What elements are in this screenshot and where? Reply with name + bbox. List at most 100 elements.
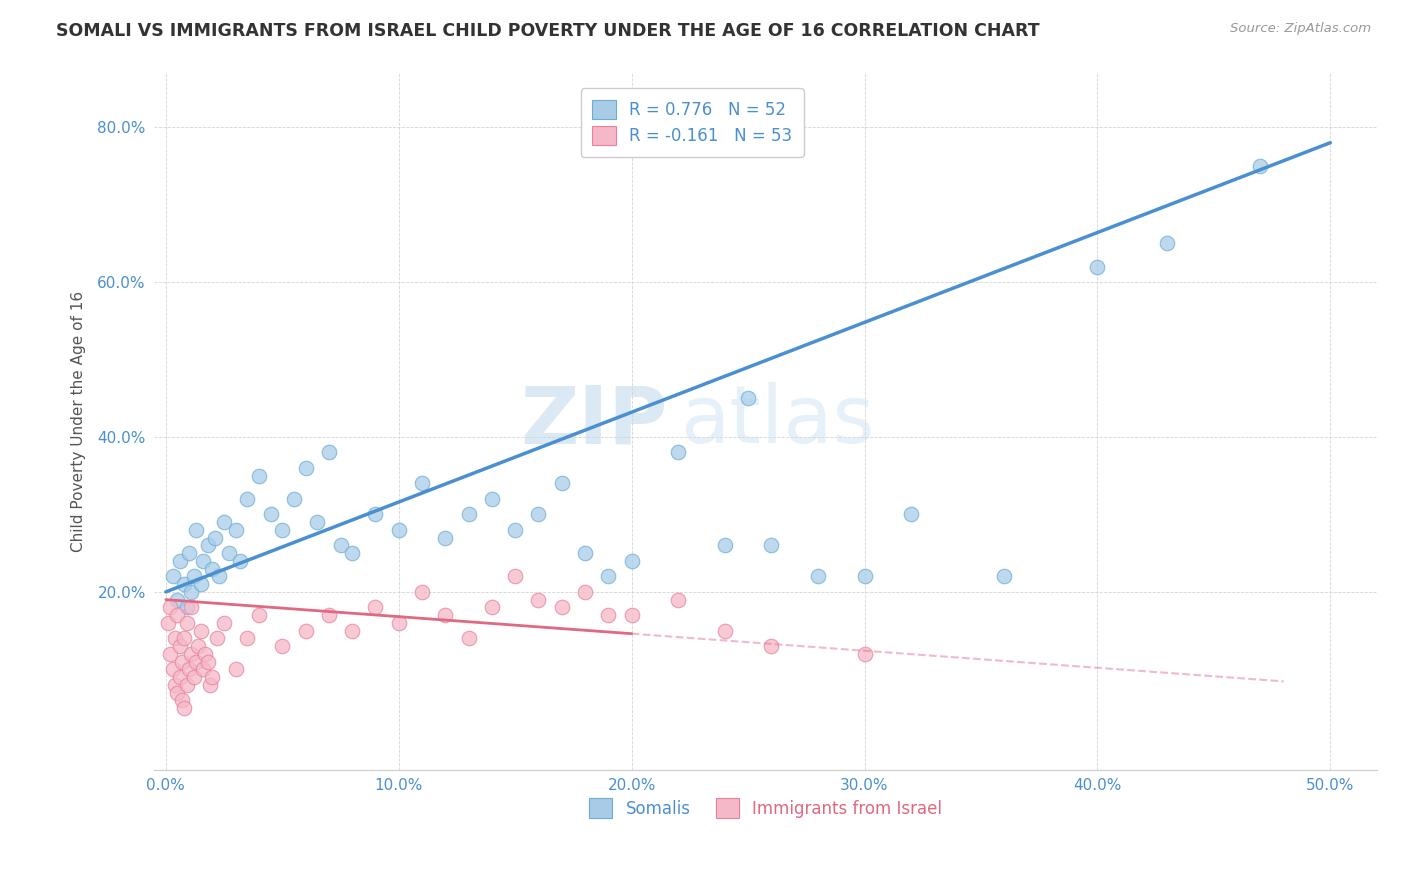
Point [434,608,457,623]
Point [318,608,340,623]
Point [225,523,247,537]
Point [761,639,783,653]
Point [183,569,205,583]
Point [666,445,689,459]
Point [598,569,620,583]
Point [184,523,207,537]
Point [208,569,231,583]
Point [1250,159,1272,173]
Point [166,608,188,623]
Point [737,391,759,405]
Point [283,491,305,506]
Point [853,569,876,583]
Point [197,538,219,552]
Point [162,569,184,583]
Point [364,600,387,615]
Point [201,561,224,575]
Point [157,615,180,630]
Point [172,655,194,669]
Point [176,678,198,692]
Point [179,546,201,560]
Point [1087,260,1109,274]
Point [620,554,643,568]
Point [247,608,270,623]
Point [388,523,411,537]
Text: ZIP: ZIP [520,383,668,460]
Point [190,577,212,591]
Point [225,662,247,676]
Point [807,569,830,583]
Point [271,639,294,653]
Point [236,632,259,646]
Point [191,554,214,568]
Point [165,678,187,692]
Point [503,523,526,537]
Point [159,647,181,661]
Point [481,600,503,615]
Point [187,639,209,653]
Point [176,615,198,630]
Point [180,647,202,661]
Point [340,546,363,560]
Point [307,515,329,529]
Point [900,508,922,522]
Point [176,600,198,615]
Point [527,592,550,607]
Point [411,585,433,599]
Point [169,639,191,653]
Point [259,508,281,522]
Point [853,647,876,661]
Point [993,569,1015,583]
Point [191,662,214,676]
Point [180,585,202,599]
Point [318,445,340,459]
Point [364,508,387,522]
Point [166,592,188,607]
Point [1156,236,1178,251]
Point [184,655,207,669]
Point [172,693,194,707]
Point [761,538,783,552]
Point [551,476,574,491]
Point [340,624,363,638]
Point [551,600,574,615]
Point [236,491,259,506]
Point [574,546,596,560]
Point [162,662,184,676]
Point [714,538,737,552]
Point [457,632,479,646]
Point [598,608,620,623]
Point [294,624,316,638]
Point [247,468,270,483]
Point [201,670,224,684]
Point [166,685,188,699]
Point [165,632,187,646]
Point [229,554,252,568]
Point [481,491,503,506]
Point [169,554,191,568]
Point [212,615,235,630]
Text: SOMALI VS IMMIGRANTS FROM ISRAEL CHILD POVERTY UNDER THE AGE OF 16 CORRELATION C: SOMALI VS IMMIGRANTS FROM ISRAEL CHILD P… [56,22,1040,40]
Point [205,632,228,646]
Point [194,647,217,661]
Point [666,592,689,607]
Point [218,546,240,560]
Point [180,600,202,615]
Y-axis label: Child Poverty Under the Age of 16: Child Poverty Under the Age of 16 [72,291,86,552]
Point [204,531,226,545]
Point [620,608,643,623]
Point [411,476,433,491]
Point [197,655,219,669]
Point [159,600,181,615]
Point [457,508,479,522]
Point [714,624,737,638]
Point [183,670,205,684]
Point [271,523,294,537]
Point [434,531,457,545]
Point [388,615,411,630]
Point [574,585,596,599]
Point [173,632,195,646]
Legend: Somalis, Immigrants from Israel: Somalis, Immigrants from Israel [582,792,949,824]
Point [190,624,212,638]
Point [527,508,550,522]
